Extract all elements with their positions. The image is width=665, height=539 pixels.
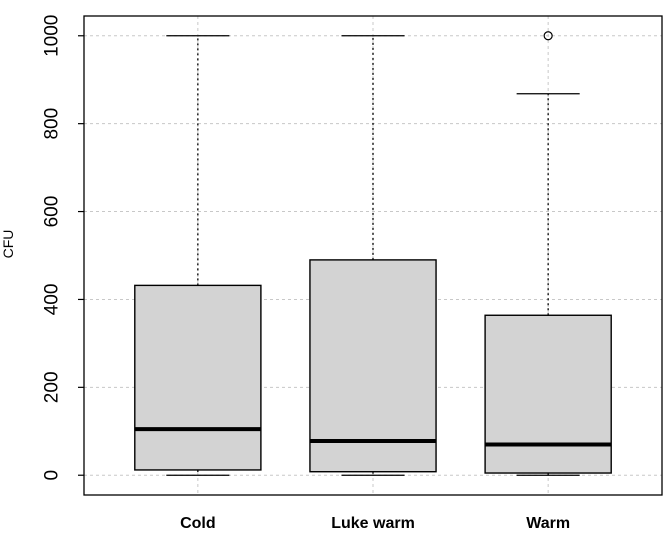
y-axis: 0 200 400 600 800 1000 [42, 15, 84, 481]
box-2 [484, 314, 612, 474]
y-axis-label: CFU [0, 230, 16, 259]
x-tick-label-1: Luke warm [331, 515, 415, 532]
boxes [134, 31, 612, 476]
y-tick-label-1000: 1000 [42, 15, 63, 57]
y-tick-label-400: 400 [42, 284, 63, 316]
x-axis-labels: Cold Luke warm Warm [180, 515, 570, 532]
box-0 [134, 284, 262, 471]
outlier-point-2-0 [543, 31, 553, 41]
y-tick-label-800: 800 [42, 108, 63, 140]
y-tick-label-0: 0 [42, 470, 63, 481]
box-1 [309, 259, 437, 473]
y-tick-label-200: 200 [42, 371, 63, 403]
x-tick-label-0: Cold [180, 515, 216, 532]
x-tick-label-2: Warm [526, 515, 570, 532]
y-tick-label-600: 600 [42, 196, 63, 228]
plot-frame [83, 15, 663, 496]
